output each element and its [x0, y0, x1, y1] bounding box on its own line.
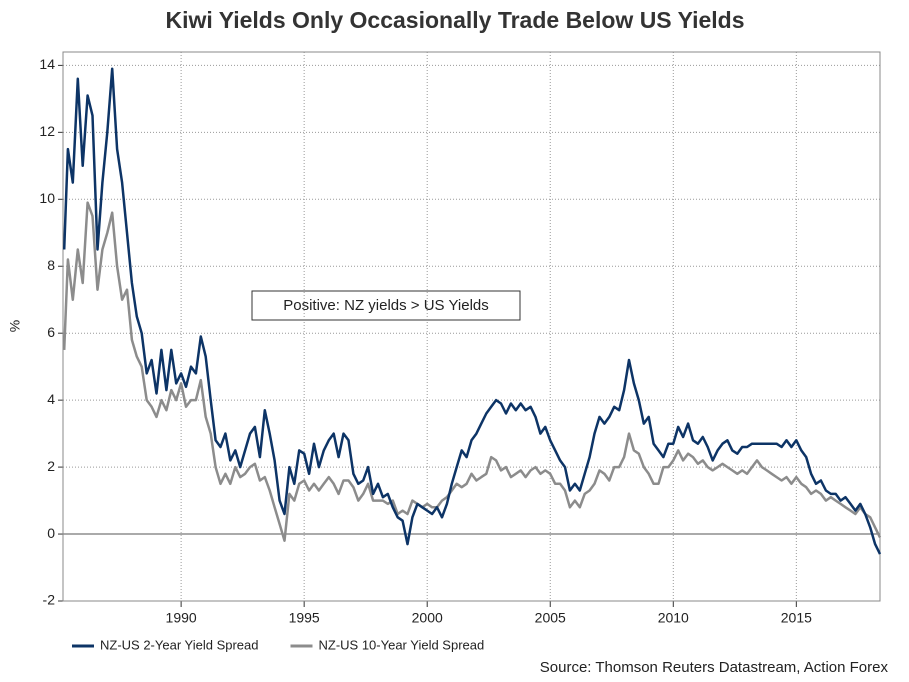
annotation-box [251, 290, 521, 321]
y-tick-label: 0 [47, 525, 55, 541]
y-tick-label: 2 [47, 458, 55, 474]
annotation: Positive: NZ yields > US Yields [283, 297, 489, 314]
y-tick-label: 12 [39, 123, 55, 139]
y-tick-label: 14 [39, 56, 55, 72]
plot-frame [62, 51, 881, 602]
y-tick-label: 10 [39, 190, 55, 206]
y-tick-label: -2 [43, 592, 56, 608]
y-axis-label: % [7, 320, 23, 332]
y-tick-label: 4 [47, 391, 55, 407]
source: Source: Thomson Reuters Datastream, Acti… [540, 659, 889, 676]
y-tick-label: 6 [47, 324, 55, 340]
series-line [62, 201, 882, 542]
x-tick-label: 1990 [166, 610, 197, 626]
x-tick-label: 2010 [658, 610, 689, 626]
x-tick-label: 2000 [412, 610, 443, 626]
chart-title: Kiwi Yields Only Occasionally Trade Belo… [165, 7, 744, 33]
x-tick-label: 2005 [535, 610, 566, 626]
x-tick-label: 2015 [781, 610, 812, 626]
x-tick-label: 1995 [289, 610, 320, 626]
legend-label: NZ-US 10-Year Yield Spread [319, 637, 485, 652]
y-tick-label: 8 [47, 257, 55, 273]
legend-label: NZ-US 2-Year Yield Spread [100, 637, 259, 652]
series-line [62, 67, 882, 555]
